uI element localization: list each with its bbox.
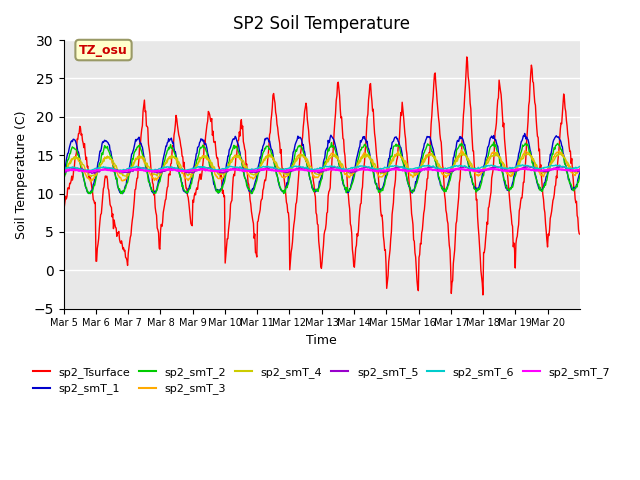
- sp2_smT_5: [216, 170, 223, 176]
- X-axis label: Time: Time: [307, 334, 337, 347]
- sp2_smT_2: [404, 181, 412, 187]
- sp2_Tsurface: [60, 204, 67, 210]
- sp2_smT_6: [216, 167, 223, 173]
- sp2_smT_7: [376, 168, 383, 174]
- sp2_smT_2: [376, 188, 383, 193]
- sp2_smT_3: [121, 178, 129, 183]
- sp2_smT_5: [60, 170, 67, 176]
- sp2_smT_5: [241, 166, 249, 172]
- sp2_Tsurface: [375, 178, 383, 184]
- Y-axis label: Soil Temperature (C): Soil Temperature (C): [15, 110, 28, 239]
- sp2_Tsurface: [215, 164, 223, 170]
- sp2_smT_4: [121, 173, 129, 179]
- sp2_smT_3: [458, 147, 465, 153]
- sp2_smT_7: [576, 167, 584, 172]
- sp2_smT_6: [261, 164, 269, 170]
- sp2_smT_2: [216, 189, 223, 195]
- sp2_smT_7: [60, 167, 67, 173]
- sp2_smT_1: [376, 189, 383, 194]
- sp2_smT_6: [241, 167, 249, 172]
- sp2_smT_2: [576, 172, 584, 178]
- sp2_Tsurface: [576, 231, 584, 237]
- sp2_smT_1: [216, 187, 223, 193]
- Text: TZ_osu: TZ_osu: [79, 44, 128, 57]
- sp2_smT_7: [404, 168, 412, 174]
- sp2_Tsurface: [120, 248, 128, 254]
- sp2_smT_1: [241, 176, 249, 181]
- sp2_smT_5: [556, 163, 563, 169]
- sp2_smT_6: [78, 168, 86, 173]
- sp2_smT_5: [121, 169, 129, 175]
- sp2_smT_6: [121, 167, 129, 173]
- sp2_smT_3: [216, 175, 223, 181]
- sp2_smT_4: [261, 157, 269, 163]
- sp2_smT_7: [241, 168, 249, 174]
- sp2_smT_1: [261, 136, 269, 142]
- sp2_smT_3: [241, 165, 249, 170]
- sp2_smT_3: [576, 165, 584, 171]
- sp2_smT_2: [121, 186, 129, 192]
- sp2_smT_2: [60, 176, 67, 182]
- Title: SP2 Soil Temperature: SP2 Soil Temperature: [233, 15, 410, 33]
- sp2_smT_7: [216, 168, 223, 174]
- sp2_smT_1: [86, 191, 93, 196]
- sp2_smT_4: [216, 171, 223, 177]
- sp2_smT_5: [261, 166, 269, 172]
- sp2_smT_1: [404, 181, 412, 187]
- sp2_Tsurface: [404, 160, 412, 166]
- sp2_smT_1: [576, 170, 584, 176]
- sp2_smT_4: [376, 168, 383, 174]
- Line: sp2_smT_2: sp2_smT_2: [63, 142, 580, 193]
- Line: sp2_smT_3: sp2_smT_3: [63, 150, 580, 182]
- sp2_smT_2: [261, 145, 269, 151]
- sp2_smT_7: [519, 166, 527, 171]
- sp2_Tsurface: [260, 180, 268, 186]
- sp2_smT_1: [60, 172, 67, 178]
- sp2_smT_3: [261, 156, 269, 161]
- sp2_smT_4: [576, 167, 584, 173]
- Line: sp2_smT_5: sp2_smT_5: [63, 166, 580, 173]
- sp2_smT_6: [404, 167, 412, 172]
- sp2_smT_7: [120, 168, 128, 174]
- sp2_smT_2: [241, 176, 249, 181]
- Line: sp2_smT_7: sp2_smT_7: [63, 168, 580, 172]
- sp2_Tsurface: [463, 54, 470, 60]
- Line: sp2_smT_1: sp2_smT_1: [63, 133, 580, 193]
- sp2_smT_7: [261, 167, 269, 172]
- sp2_smT_3: [404, 168, 412, 173]
- sp2_smT_2: [490, 139, 497, 145]
- sp2_smT_4: [404, 164, 412, 170]
- sp2_smT_2: [84, 191, 92, 196]
- sp2_Tsurface: [479, 292, 487, 298]
- sp2_smT_3: [60, 171, 67, 177]
- sp2_smT_4: [88, 174, 95, 180]
- Line: sp2_smT_4: sp2_smT_4: [63, 152, 580, 177]
- sp2_smT_3: [87, 179, 95, 185]
- sp2_Tsurface: [241, 146, 248, 152]
- sp2_smT_6: [519, 162, 527, 168]
- sp2_smT_6: [376, 166, 383, 171]
- sp2_smT_3: [376, 174, 383, 180]
- sp2_smT_7: [148, 169, 156, 175]
- sp2_smT_4: [60, 170, 67, 176]
- sp2_smT_4: [241, 164, 249, 169]
- sp2_smT_5: [376, 168, 383, 174]
- sp2_smT_5: [91, 170, 99, 176]
- Legend: sp2_Tsurface, sp2_smT_1, sp2_smT_2, sp2_smT_3, sp2_smT_4, sp2_smT_5, sp2_smT_6, : sp2_Tsurface, sp2_smT_1, sp2_smT_2, sp2_…: [29, 362, 615, 399]
- Line: sp2_Tsurface: sp2_Tsurface: [63, 57, 580, 295]
- sp2_smT_4: [493, 149, 501, 155]
- sp2_smT_1: [121, 184, 129, 190]
- sp2_smT_5: [404, 167, 412, 173]
- sp2_smT_6: [576, 164, 584, 169]
- sp2_smT_5: [576, 168, 584, 174]
- sp2_smT_1: [521, 131, 529, 136]
- sp2_smT_6: [60, 166, 67, 172]
- Line: sp2_smT_6: sp2_smT_6: [63, 165, 580, 170]
